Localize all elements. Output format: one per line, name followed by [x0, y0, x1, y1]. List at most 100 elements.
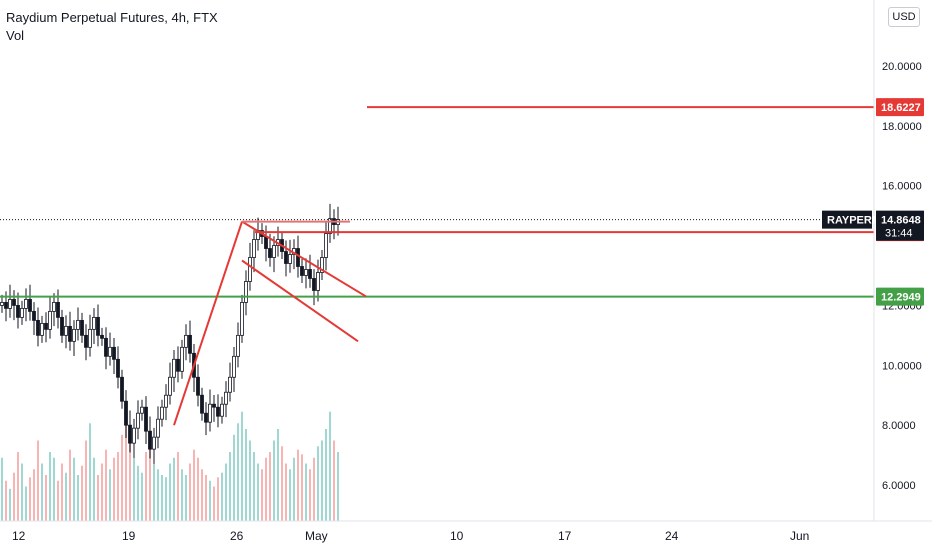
candle-body [156, 418, 160, 438]
volume-bar [93, 457, 95, 521]
candle-body [96, 316, 100, 336]
candles [0, 203, 340, 464]
volume-bar [21, 463, 23, 521]
candle-body [316, 272, 320, 291]
candle-body [36, 319, 40, 336]
candle-body [16, 305, 20, 318]
volume-bar [149, 440, 151, 521]
volume-bar [229, 452, 231, 521]
time-tick-label: 17 [558, 529, 572, 543]
candle-body [88, 328, 92, 348]
volume-bar [197, 457, 199, 521]
candle-body [12, 299, 16, 306]
candle-body [48, 311, 52, 330]
candle-body [80, 319, 84, 336]
volume-bar [61, 463, 63, 521]
volume-bar [105, 449, 107, 521]
candle-body [24, 299, 28, 309]
price-axis[interactable]: 6.00008.000010.000012.000016.000018.0000… [882, 61, 922, 492]
volume-bar [221, 472, 223, 521]
volume-bar [89, 423, 91, 521]
candle-body [240, 302, 244, 336]
candle-body [216, 406, 220, 417]
candle-body [312, 278, 316, 291]
candle-body [328, 218, 332, 234]
volume-bar [169, 463, 171, 521]
candle-body [188, 334, 192, 354]
volume-bar [185, 475, 187, 521]
trend-line[interactable] [173, 221, 243, 426]
trend-line[interactable] [241, 220, 367, 298]
volume-bar [165, 477, 167, 521]
volume-bar [329, 411, 331, 521]
candle-body [172, 358, 176, 378]
volume-bar [81, 465, 83, 521]
price-tick-label: 6.0000 [882, 480, 916, 492]
currency-button[interactable]: USD [888, 7, 920, 27]
volume-bar [257, 463, 259, 521]
candle-body [168, 376, 172, 396]
volume-bar [273, 440, 275, 521]
volume-bar [233, 434, 235, 521]
price-tick-label: 8.0000 [882, 420, 916, 432]
candle-body [128, 424, 132, 444]
volume-bar [309, 469, 311, 521]
volume-bar [161, 475, 163, 521]
volume-bar [37, 440, 39, 521]
candle-body [236, 334, 240, 357]
volume-bar [337, 452, 339, 521]
volume-bar [285, 463, 287, 521]
candle-body [4, 302, 8, 309]
candle-body [84, 334, 88, 348]
time-axis[interactable]: 12 19 26 May 10 17 24 Jun [12, 529, 809, 543]
candle-body [64, 325, 68, 336]
volume-bar [13, 472, 15, 521]
volume-bar [253, 452, 255, 521]
symbol-tag-label: RAYPERP [827, 215, 879, 227]
volume-bar [293, 457, 295, 521]
volume-bar [321, 440, 323, 521]
candle-body [184, 334, 188, 348]
candle-body [268, 248, 272, 258]
volume-bar [113, 457, 115, 521]
candle-body [100, 334, 104, 339]
last-price-tag [876, 210, 924, 241]
symbol-title[interactable]: Raydium Perpetual Futures, 4h, FTX [6, 10, 218, 25]
candle-body [180, 346, 184, 372]
time-tick-label: 19 [122, 529, 136, 543]
candle-body [288, 254, 292, 264]
volume-bar [121, 434, 123, 521]
last-price-value: 14.8648 [881, 215, 921, 227]
candle-body [284, 251, 288, 264]
volume-bar [1, 457, 3, 521]
volume-bar [97, 475, 99, 521]
candle-body [28, 299, 32, 312]
candle-body [160, 406, 164, 420]
volume-bar [241, 411, 243, 521]
candle-body [148, 430, 152, 450]
volume-bar [317, 446, 319, 521]
price-level-tag [876, 287, 924, 306]
candle-body [272, 245, 276, 258]
candle-body [120, 376, 124, 402]
candle-body [196, 376, 200, 396]
trend-line[interactable] [241, 259, 359, 343]
volume-bar [65, 472, 67, 521]
volume-bar [77, 475, 79, 521]
volume-bar [117, 452, 119, 521]
price-level-value: 18.6227 [881, 102, 921, 114]
volume-bar [85, 440, 87, 521]
volume-bar [201, 469, 203, 521]
volume-bar [25, 486, 27, 521]
volume-bar [261, 469, 263, 521]
volume-bar [225, 463, 227, 521]
volume-bar [5, 480, 7, 521]
candle-body [32, 311, 36, 321]
candle-body [324, 233, 328, 258]
candle-body [208, 403, 212, 423]
candle-body [300, 266, 304, 276]
volume-indicator-label[interactable]: Vol [6, 28, 25, 43]
candle-body [176, 358, 180, 372]
